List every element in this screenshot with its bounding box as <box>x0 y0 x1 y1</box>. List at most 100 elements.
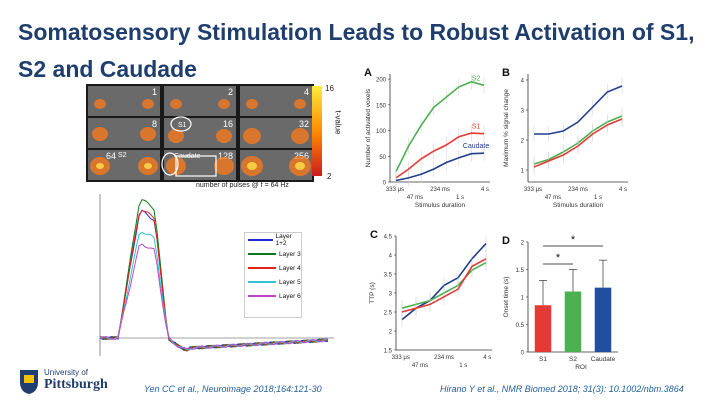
figure-panels: A 0 50 100 150 200 Number of activated voxels 3… <box>364 67 628 370</box>
pulse-label: 2 <box>227 87 233 97</box>
y-tick-label: 2.5 <box>384 311 393 317</box>
legend-swatch <box>248 239 273 241</box>
tvalue-axis-label: t-value <box>333 110 343 135</box>
panel-a: A 0 50 100 150 200 Number of activated voxels 3… <box>364 67 490 209</box>
y-tick-label: 3 <box>521 109 525 115</box>
citation-left: Yen CC et al., Neuroimage 2018;164:121-3… <box>144 384 322 394</box>
y-tick-label: 0 <box>521 351 525 357</box>
y-tick-label: 4 <box>389 254 393 260</box>
x-tick-label: 333 μs <box>386 187 404 193</box>
y-tick-label: 3 <box>389 292 393 298</box>
y-tick-label: 1 <box>521 169 525 175</box>
pulse-label: 8 <box>151 119 157 129</box>
category-label: S2 <box>569 356 577 363</box>
pulses-caption: number of pulses @ f = 64 Hz <box>196 182 289 189</box>
panel-letter: A <box>364 67 372 79</box>
bar <box>564 291 582 352</box>
pulse-label: 256 <box>293 151 309 161</box>
series-line-0 <box>395 80 485 173</box>
series-line-0 <box>534 85 623 135</box>
pulse-label: 1 <box>151 87 157 97</box>
x-tick-label: 47 ms <box>545 195 561 201</box>
y-tick-label: 2 <box>521 241 525 247</box>
series-line-2 <box>533 118 623 168</box>
legend-swatch <box>248 253 276 255</box>
series-line-2 <box>401 258 487 313</box>
y-tick-label: 1 <box>521 296 525 302</box>
pulse-label: 4 <box>303 87 309 97</box>
layer-curve-4 <box>99 231 329 351</box>
x-tick-label: 1 s <box>456 195 464 201</box>
logo-text-top: University of <box>44 368 89 377</box>
pitt-seal-icon <box>20 370 38 394</box>
x-tick-label: 1 s <box>459 363 467 369</box>
y-tick-label: 0 <box>383 181 387 187</box>
significance-star: * <box>571 234 576 246</box>
layer-curve-5 <box>99 243 329 350</box>
series-line-2 <box>395 152 485 182</box>
series-label: S2 <box>472 75 481 82</box>
x-tick-label: 4 s <box>619 187 627 193</box>
x-tick-label: 4 s <box>483 355 491 361</box>
category-label: Caudate <box>591 356 616 363</box>
legend-label: Layer 5 <box>279 278 301 286</box>
x-axis-label: Stimulus duration <box>415 202 466 209</box>
x-tick-label: 234 ms <box>568 187 588 193</box>
x-tick-label: 333 μs <box>392 355 410 361</box>
y-tick-label: 2 <box>389 330 393 336</box>
pulse-label: 32 <box>298 119 309 129</box>
x-tick-label: 1 s <box>594 195 602 201</box>
y-axis-label: TTP (s) <box>369 282 376 304</box>
activation-overlay <box>90 99 311 177</box>
y-axis-label: Number of activated voxels <box>365 88 372 167</box>
panel-letter: D <box>502 235 510 247</box>
layer-legend: Layer 1+2 Layer 3 Layer 4 Layer 5 Layer … <box>244 232 302 318</box>
x-tick-label: 47 ms <box>412 363 428 369</box>
legend-item: Layer 6 <box>245 289 301 303</box>
slide-title: Somatosensory Stimulation Leads to Robus… <box>18 19 695 82</box>
legend-label: Layer 3 <box>279 250 301 258</box>
series-label: Caudate <box>463 143 490 150</box>
pulse-label: 16 <box>222 119 233 129</box>
pulse-label: 128 <box>217 151 233 161</box>
legend-swatch <box>248 267 276 269</box>
y-tick-label: 100 <box>376 129 387 135</box>
y-tick-label: 4.5 <box>384 235 393 241</box>
university-logo: University of Pittsburgh <box>18 366 118 396</box>
citation-right: Hirano Y et al., NMR Biomed 2018; 31(3):… <box>440 384 684 394</box>
x-tick-label: 234 ms <box>430 187 450 193</box>
y-tick-label: 4 <box>521 79 525 85</box>
x-tick-label: 4 s <box>481 187 489 193</box>
legend-swatch <box>248 281 276 283</box>
bar <box>594 287 612 352</box>
panel-d: D 0 0.5 1 1.5 2 Onset time (s) S1 S2 Caudate ROI * * <box>502 234 618 370</box>
bar <box>534 305 552 352</box>
legend-label: Layer 1+2 <box>275 233 292 247</box>
tvalue-max-label: 16 <box>325 84 334 93</box>
category-label: S1 <box>539 356 547 363</box>
legend-item: Layer 4 <box>245 261 301 275</box>
y-tick-label: 1.5 <box>516 268 525 274</box>
brain-activation-montage: 1 2 4 8 S1 16 32 S2 64 Caudate 128 256 <box>86 84 314 182</box>
x-tick-label: 333 μs <box>524 187 542 193</box>
legend-swatch <box>248 295 276 297</box>
panel-letter: B <box>502 67 510 79</box>
x-axis-label: ROI <box>575 364 587 370</box>
series-line-1 <box>395 132 485 179</box>
legend-label: Layer 4 <box>279 264 301 272</box>
y-tick-label: 50 <box>379 155 386 161</box>
legend-item: Layer 5 <box>245 275 301 289</box>
logo-text-main: Pittsburgh <box>44 377 108 392</box>
panel-letter: C <box>370 229 378 241</box>
x-tick-label: 234 ms <box>434 355 454 361</box>
y-tick-label: 2 <box>521 139 525 145</box>
legend-item: Layer 3 <box>245 247 301 261</box>
y-axis-label: Onset time (s) <box>503 277 510 318</box>
legend-item: Layer 1+2 <box>245 233 301 247</box>
pulse-label: 64 <box>106 151 117 161</box>
x-axis-label: Stimulus duration <box>553 202 604 209</box>
y-tick-label: 0.5 <box>516 323 525 329</box>
series-label: S1 <box>472 124 481 131</box>
